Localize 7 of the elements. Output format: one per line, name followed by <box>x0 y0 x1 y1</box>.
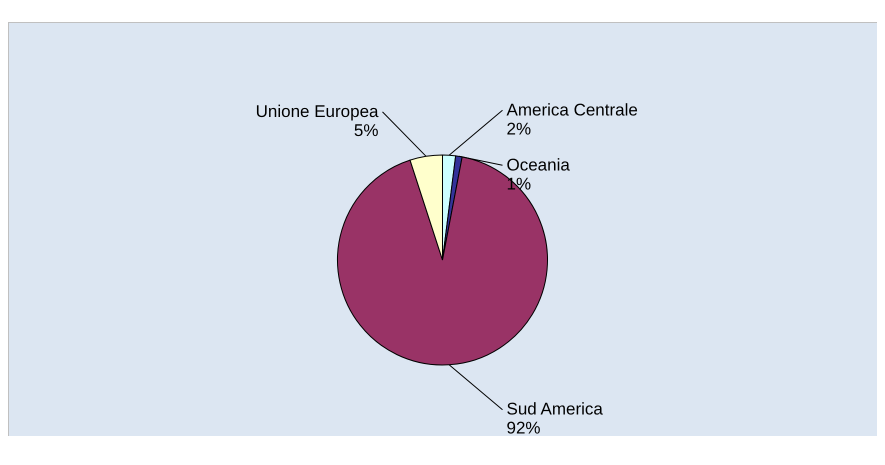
slice-label: Oceania <box>506 155 570 174</box>
data-label: 2% <box>506 119 532 138</box>
data-label: 92% <box>506 418 541 438</box>
slice-label: Sud America <box>506 400 604 419</box>
data-label: 5% <box>354 120 378 140</box>
slice-label: America Centrale <box>506 100 638 120</box>
slice-label: Unione Europea <box>256 102 380 121</box>
